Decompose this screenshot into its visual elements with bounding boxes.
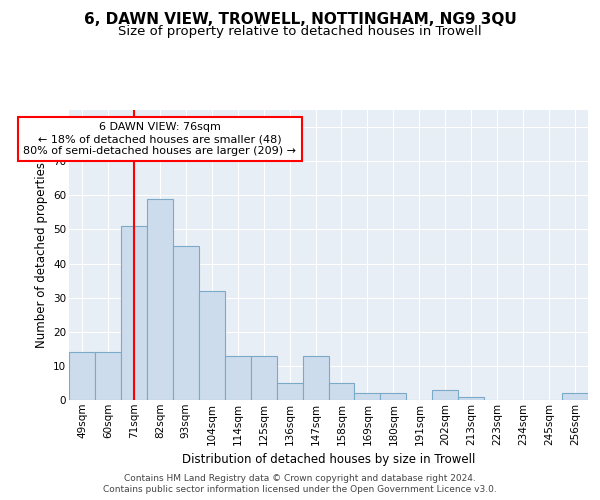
Text: 6 DAWN VIEW: 76sqm
← 18% of detached houses are smaller (48)
80% of semi-detache: 6 DAWN VIEW: 76sqm ← 18% of detached hou… [23, 122, 296, 156]
Bar [147, 198, 173, 400]
Bar [562, 393, 588, 400]
Text: Contains HM Land Registry data © Crown copyright and database right 2024.
Contai: Contains HM Land Registry data © Crown c… [103, 474, 497, 494]
Bar [69, 352, 95, 400]
Bar [277, 383, 302, 400]
Text: Size of property relative to detached houses in Trowell: Size of property relative to detached ho… [118, 25, 482, 38]
Bar [225, 356, 251, 400]
Bar [458, 396, 484, 400]
Bar [173, 246, 199, 400]
Bar [329, 383, 355, 400]
X-axis label: Distribution of detached houses by size in Trowell: Distribution of detached houses by size … [182, 453, 475, 466]
Bar [95, 352, 121, 400]
Bar [380, 393, 406, 400]
Y-axis label: Number of detached properties: Number of detached properties [35, 162, 47, 348]
Bar [251, 356, 277, 400]
Bar [199, 291, 224, 400]
Bar [355, 393, 380, 400]
Text: 6, DAWN VIEW, TROWELL, NOTTINGHAM, NG9 3QU: 6, DAWN VIEW, TROWELL, NOTTINGHAM, NG9 3… [83, 12, 517, 28]
Bar [121, 226, 147, 400]
Bar [302, 356, 329, 400]
Bar [433, 390, 458, 400]
